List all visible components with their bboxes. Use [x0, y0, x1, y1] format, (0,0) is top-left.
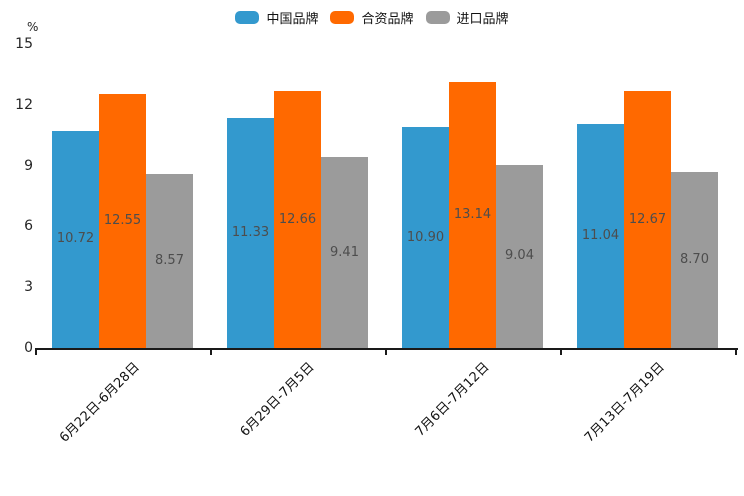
x-axis-tick	[210, 350, 212, 355]
x-axis-category-label: 6月22日-6月28日	[57, 359, 143, 446]
legend-swatch-icon	[425, 11, 450, 24]
y-axis-tick-label: 15	[15, 36, 33, 52]
bar-value-label: 8.57	[155, 253, 184, 269]
bar-进口品牌-2	[496, 164, 543, 348]
bar-value-label: 13.14	[453, 206, 492, 222]
bar-合资品牌-3	[624, 91, 671, 348]
bar-value-label: 9.04	[505, 248, 534, 264]
bar-合资品牌-1	[274, 91, 321, 348]
bar-value-label: 12.66	[278, 211, 317, 227]
legend-swatch-icon	[235, 11, 260, 24]
x-axis-tick	[385, 350, 387, 355]
bar-合资品牌-2	[449, 81, 496, 348]
bar-value-label: 8.70	[680, 251, 709, 267]
x-axis-category-label: 7月6日-7月12日	[412, 359, 493, 440]
bar-中国品牌-3	[577, 124, 624, 348]
bar-value-label: 12.67	[628, 211, 667, 227]
legend-item-label: 中国品牌	[266, 12, 319, 27]
y-axis-tick-label: 6	[24, 218, 33, 235]
legend-item-1: 合资品牌	[330, 8, 414, 27]
legend-item-0: 中国品牌	[235, 8, 318, 27]
x-axis-line	[35, 348, 738, 350]
legend-item-label: 进口品牌	[456, 12, 509, 27]
legend-item-2: 进口品牌	[425, 8, 509, 27]
bar-value-label: 10.90	[406, 229, 445, 245]
x-axis-category-label: 7月13日-7月19日	[582, 359, 668, 446]
y-axis-tick-label: 0	[24, 340, 33, 356]
x-axis-tick	[560, 350, 562, 355]
bar-中国品牌-1	[227, 118, 274, 348]
y-axis-tick-label: 12	[15, 96, 33, 113]
bar-value-label: 12.55	[103, 212, 142, 228]
x-axis-tick	[35, 350, 37, 355]
bar-value-label: 10.72	[56, 231, 95, 247]
x-axis-tick	[735, 350, 737, 355]
bar-value-label: 9.41	[330, 244, 359, 260]
bar-进口品牌-0	[146, 174, 193, 348]
bar-中国品牌-2	[402, 127, 449, 348]
y-axis-tick-label: 3	[24, 279, 33, 296]
y-axis-tick-label: 9	[24, 157, 33, 174]
legend-swatch-icon	[330, 11, 355, 24]
x-axis-category-label: 6月29日-7月5日	[237, 359, 318, 440]
y-axis-unit-label: %	[27, 20, 39, 34]
bar-value-label: 11.04	[581, 228, 620, 244]
chart-legend: 中国品牌 合资品牌 进口品牌	[0, 8, 744, 27]
bar-进口品牌-1	[321, 157, 368, 348]
bar-合资品牌-0	[99, 93, 146, 348]
bar-中国品牌-0	[52, 130, 99, 348]
bar-进口品牌-3	[671, 171, 718, 348]
bar-value-label: 11.33	[231, 225, 270, 241]
legend-item-label: 合资品牌	[361, 12, 414, 27]
